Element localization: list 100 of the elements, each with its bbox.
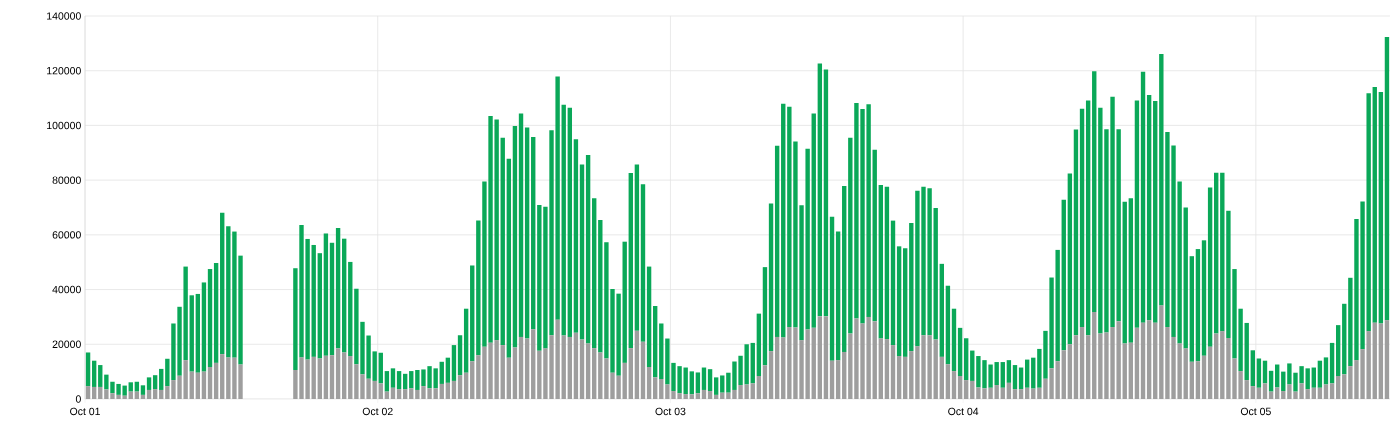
x-tick-label: Oct 05	[1240, 407, 1271, 416]
bar	[1378, 92, 1384, 324]
bar	[1153, 322, 1158, 399]
bar	[409, 388, 414, 399]
bar	[567, 336, 573, 399]
bar	[512, 125, 518, 348]
bar	[220, 212, 225, 355]
bar	[1384, 320, 1390, 399]
bar	[1085, 100, 1091, 336]
bar	[531, 136, 536, 330]
bar	[317, 358, 322, 399]
bar	[439, 361, 444, 384]
bar	[628, 348, 633, 399]
bar	[1067, 173, 1073, 345]
bar	[811, 327, 816, 399]
bar	[220, 354, 225, 399]
bar	[963, 338, 969, 381]
bar	[1073, 129, 1079, 336]
bar	[506, 357, 512, 399]
bar	[951, 371, 957, 399]
bar	[323, 355, 329, 399]
bar	[774, 336, 780, 399]
bar	[1201, 240, 1207, 356]
bar	[1183, 348, 1188, 399]
bar	[567, 107, 573, 337]
x-tick-label: Oct 02	[362, 407, 393, 416]
bar	[1207, 187, 1213, 347]
y-tick-label: 80000	[52, 176, 81, 184]
bar	[701, 389, 707, 399]
bar	[750, 342, 755, 384]
bar	[1146, 320, 1152, 399]
bar	[1311, 387, 1316, 399]
bar	[1329, 383, 1335, 399]
bar	[634, 164, 640, 331]
bar	[1244, 380, 1249, 399]
bar	[159, 389, 164, 399]
bar	[1061, 350, 1066, 399]
bar	[756, 376, 762, 399]
bar	[1092, 311, 1097, 399]
bar	[1018, 389, 1024, 399]
bar	[390, 368, 396, 388]
bar	[598, 220, 603, 353]
bar	[634, 330, 640, 399]
y-tick-label: 100000	[47, 121, 81, 130]
bar	[781, 337, 786, 399]
bar	[341, 238, 347, 353]
bar	[98, 365, 103, 387]
bar	[1079, 327, 1085, 399]
bar	[1201, 355, 1207, 399]
bar	[695, 393, 701, 399]
bar	[1335, 325, 1341, 377]
bar	[1031, 357, 1036, 389]
bar	[1329, 342, 1335, 384]
bar	[939, 356, 944, 399]
bar	[402, 389, 408, 399]
bar	[1323, 384, 1329, 399]
bar	[945, 364, 951, 399]
bar	[970, 380, 975, 399]
bar	[1000, 387, 1005, 399]
bar	[1250, 386, 1255, 399]
bar	[1012, 365, 1018, 390]
bar	[762, 267, 768, 366]
bar	[390, 387, 396, 399]
bar	[903, 356, 908, 399]
bar	[957, 376, 963, 399]
bar	[159, 368, 164, 390]
bar	[659, 323, 664, 380]
bar	[470, 265, 475, 362]
bar	[1384, 37, 1390, 321]
x-tick-label: Oct 04	[948, 407, 979, 416]
x-tick-label: Oct 01	[70, 407, 100, 416]
bar	[598, 352, 603, 399]
bar	[195, 293, 201, 373]
bar	[701, 367, 707, 390]
bar	[1268, 370, 1274, 392]
bar	[396, 389, 402, 399]
bar	[1146, 95, 1152, 321]
bar	[842, 185, 847, 352]
bar	[720, 375, 725, 393]
bar	[1378, 323, 1384, 399]
bar	[872, 321, 877, 399]
bar	[933, 339, 938, 399]
bar	[951, 308, 957, 372]
bar	[579, 339, 585, 399]
bar	[896, 246, 902, 357]
bar	[756, 313, 762, 377]
bar	[561, 104, 566, 336]
bar	[652, 377, 658, 399]
bar	[939, 263, 944, 357]
bar	[378, 383, 383, 399]
bar	[201, 282, 207, 372]
bar	[85, 352, 91, 387]
bar	[750, 383, 755, 399]
bar	[384, 371, 390, 392]
bar	[463, 308, 469, 373]
bar	[1189, 361, 1195, 399]
bar	[1323, 357, 1329, 385]
bar	[1214, 172, 1219, 334]
bar	[451, 345, 457, 381]
bar	[213, 362, 219, 399]
